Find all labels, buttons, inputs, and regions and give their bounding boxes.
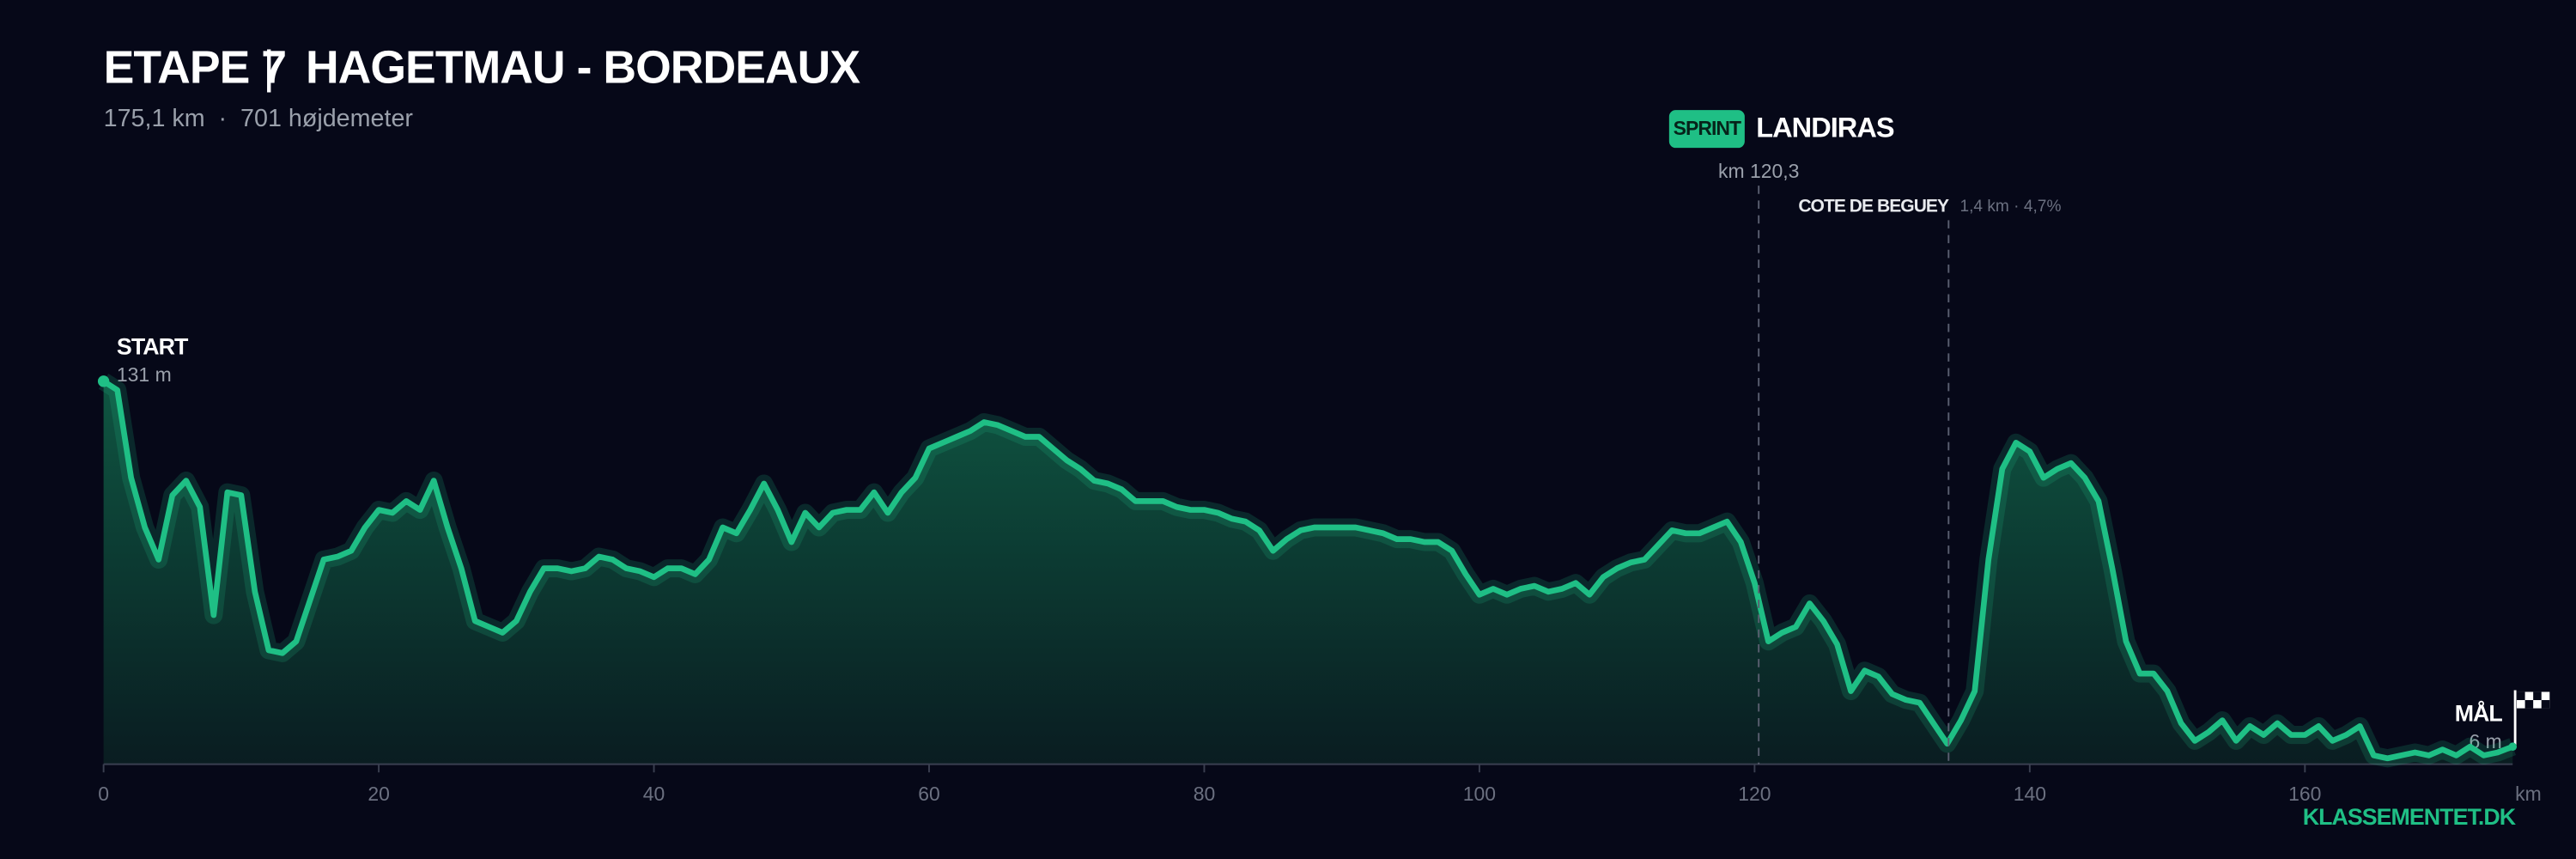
x-tick-label: 0 — [98, 783, 109, 805]
subtitle: 175,1 km · 701 højdemeter — [104, 105, 414, 132]
sprint-km: km 120,3 — [1718, 160, 1799, 182]
climb-name: COTE DE BEGUEY — [1798, 197, 1949, 216]
stage-title: ETAPE 7 — [104, 42, 287, 93]
start-label: START — [117, 334, 189, 360]
x-tick-label: 160 — [2288, 783, 2321, 805]
title-separator: | — [263, 42, 275, 93]
sprint-name: LANDIRAS — [1756, 113, 1894, 143]
finish-dot — [2508, 742, 2518, 751]
finish-flag — [2513, 690, 2550, 748]
x-tick-label: 100 — [1463, 783, 1496, 805]
x-tick-label: 40 — [643, 783, 665, 805]
climb-details: 1,4 km · 4,7% — [1959, 198, 2061, 216]
sprint-badge: SPRINT — [1674, 117, 1741, 139]
sprint-badge-bg — [1668, 110, 1745, 149]
x-tick-label: 120 — [1738, 783, 1771, 805]
x-tick-label: 80 — [1194, 783, 1216, 805]
x-axis-label: km — [2515, 783, 2542, 805]
start-elevation: 131 m — [117, 363, 172, 386]
x-tick-label: 20 — [368, 783, 390, 805]
elevation-line — [101, 379, 2514, 762]
x-tick-label: 60 — [918, 783, 940, 805]
start-dot — [97, 375, 110, 387]
x-tick-label: 140 — [2014, 783, 2046, 805]
route-title: HAGETMAU - BORDEAUX — [306, 42, 860, 93]
brand: KLASSEMENTET.DK — [2303, 804, 2517, 830]
elevation-area — [103, 381, 2513, 765]
finish-label: MÅL — [2455, 699, 2503, 726]
